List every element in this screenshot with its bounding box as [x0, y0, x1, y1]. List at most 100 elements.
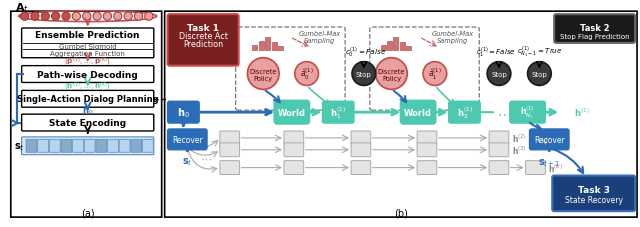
Text: $\mathbf{h}_1^{(1)}$: $\mathbf{h}_1^{(1)}$ — [330, 105, 346, 120]
FancyBboxPatch shape — [323, 102, 354, 123]
FancyBboxPatch shape — [143, 140, 154, 153]
FancyBboxPatch shape — [417, 143, 437, 157]
Text: $\mathbf{h}^{(2)}$: $\mathbf{h}^{(2)}$ — [512, 132, 527, 144]
Text: Discrete: Discrete — [250, 68, 277, 74]
Text: (a): (a) — [81, 207, 95, 217]
FancyBboxPatch shape — [22, 29, 154, 59]
Text: Ensemble Prediction: Ensemble Prediction — [35, 31, 140, 40]
Text: State Encoding: State Encoding — [49, 118, 126, 128]
Bar — [278, 47, 283, 51]
FancyBboxPatch shape — [131, 140, 141, 153]
Text: Aggregation Function: Aggregation Function — [51, 51, 125, 57]
Text: Recover: Recover — [534, 136, 564, 145]
FancyBboxPatch shape — [168, 15, 239, 66]
Circle shape — [376, 59, 407, 90]
Text: $\mathbf{A}_t$: $\mathbf{A}_t$ — [15, 1, 29, 15]
FancyBboxPatch shape — [449, 102, 480, 123]
Circle shape — [527, 62, 551, 86]
Text: $\cdots$: $\cdots$ — [200, 153, 212, 163]
FancyBboxPatch shape — [72, 140, 83, 153]
FancyBboxPatch shape — [22, 137, 154, 155]
Circle shape — [124, 13, 132, 21]
FancyBboxPatch shape — [22, 66, 154, 83]
FancyBboxPatch shape — [351, 131, 371, 145]
Bar — [259, 42, 264, 51]
Circle shape — [72, 13, 81, 21]
FancyBboxPatch shape — [220, 161, 239, 175]
FancyBboxPatch shape — [489, 161, 509, 175]
Circle shape — [352, 62, 376, 86]
FancyBboxPatch shape — [49, 140, 60, 153]
Text: Discrete: Discrete — [378, 68, 405, 74]
Text: Gumbel Sigmoid: Gumbel Sigmoid — [59, 44, 116, 50]
Text: $\mathbf{h}_{N_1}^{(1)}$: $\mathbf{h}_{N_1}^{(1)}$ — [520, 104, 535, 121]
FancyBboxPatch shape — [22, 115, 154, 131]
Text: $(\mathbf{p}^{(1)},\ldots,\mathbf{p}^{(K)})$: $(\mathbf{p}^{(1)},\ldots,\mathbf{p}^{(K… — [64, 55, 111, 68]
FancyBboxPatch shape — [552, 176, 635, 211]
Circle shape — [31, 13, 39, 21]
FancyBboxPatch shape — [284, 143, 304, 157]
Text: (b): (b) — [394, 207, 408, 217]
FancyBboxPatch shape — [26, 140, 37, 153]
FancyBboxPatch shape — [554, 15, 635, 44]
Circle shape — [62, 13, 70, 21]
FancyBboxPatch shape — [351, 161, 371, 175]
FancyBboxPatch shape — [220, 131, 239, 145]
Text: Prediction: Prediction — [183, 40, 223, 49]
Circle shape — [83, 13, 91, 21]
Circle shape — [423, 62, 447, 86]
Text: $\mathbf{h}_0$: $\mathbf{h}_0$ — [177, 106, 190, 120]
Text: Gumbel-Max
Sampling: Gumbel-Max Sampling — [431, 31, 474, 44]
FancyBboxPatch shape — [274, 101, 310, 124]
Text: $\mathbf{h}^{(K)}$: $\mathbf{h}^{(K)}$ — [548, 162, 563, 174]
Text: Stop: Stop — [356, 71, 372, 77]
FancyBboxPatch shape — [220, 143, 239, 157]
FancyBboxPatch shape — [96, 140, 107, 153]
FancyBboxPatch shape — [284, 131, 304, 145]
Text: $c_{N_1-1}^{(1)}=\mathit{True}$: $c_{N_1-1}^{(1)}=\mathit{True}$ — [516, 45, 562, 60]
FancyBboxPatch shape — [119, 140, 130, 153]
Bar — [271, 43, 276, 51]
Bar — [265, 38, 270, 51]
Text: World: World — [278, 108, 306, 117]
FancyBboxPatch shape — [164, 12, 637, 217]
Bar — [252, 46, 257, 51]
Text: $\cdots$: $\cdots$ — [497, 106, 511, 120]
Text: State Recovery: State Recovery — [564, 195, 623, 204]
Text: Gumbel-Max
Sampling: Gumbel-Max Sampling — [298, 31, 340, 44]
Bar — [394, 38, 398, 51]
Bar — [406, 47, 411, 51]
FancyBboxPatch shape — [401, 101, 436, 124]
Circle shape — [93, 13, 101, 21]
Text: $\mathbf{s}_t$: $\mathbf{s}_t$ — [182, 155, 193, 167]
Text: $\hat{a}_0^{(1)}$: $\hat{a}_0^{(1)}$ — [300, 67, 314, 82]
Circle shape — [295, 62, 319, 86]
FancyBboxPatch shape — [168, 129, 207, 150]
Text: World: World — [404, 108, 432, 117]
FancyBboxPatch shape — [529, 129, 569, 150]
Bar — [400, 43, 404, 51]
Circle shape — [41, 13, 49, 21]
FancyBboxPatch shape — [38, 140, 49, 153]
Circle shape — [248, 59, 279, 90]
Bar — [387, 42, 392, 51]
Text: Task 2: Task 2 — [580, 23, 609, 32]
Text: Task 3: Task 3 — [578, 185, 610, 194]
Text: Task 1: Task 1 — [187, 23, 219, 32]
FancyBboxPatch shape — [84, 140, 95, 153]
FancyBboxPatch shape — [510, 102, 545, 123]
FancyBboxPatch shape — [61, 140, 72, 153]
FancyBboxPatch shape — [351, 143, 371, 157]
Circle shape — [51, 13, 60, 21]
Text: $\mathbf{s}_t$: $\mathbf{s}_t$ — [13, 140, 24, 152]
FancyBboxPatch shape — [284, 161, 304, 175]
Text: Stop: Stop — [491, 71, 507, 77]
Text: Discrete Act: Discrete Act — [179, 32, 228, 41]
Text: Path-wise Decoding: Path-wise Decoding — [37, 70, 138, 79]
Text: $\mathbf{h}^{(3)}$: $\mathbf{h}^{(3)}$ — [512, 144, 527, 156]
Circle shape — [134, 13, 143, 21]
Text: Recover: Recover — [172, 136, 203, 145]
Text: $(\mathbf{h}^{(1)},\ldots,\mathbf{h}^{(K)})$: $(\mathbf{h}^{(1)},\ldots,\mathbf{h}^{(K… — [64, 80, 111, 92]
FancyBboxPatch shape — [489, 131, 509, 145]
Circle shape — [20, 13, 29, 21]
